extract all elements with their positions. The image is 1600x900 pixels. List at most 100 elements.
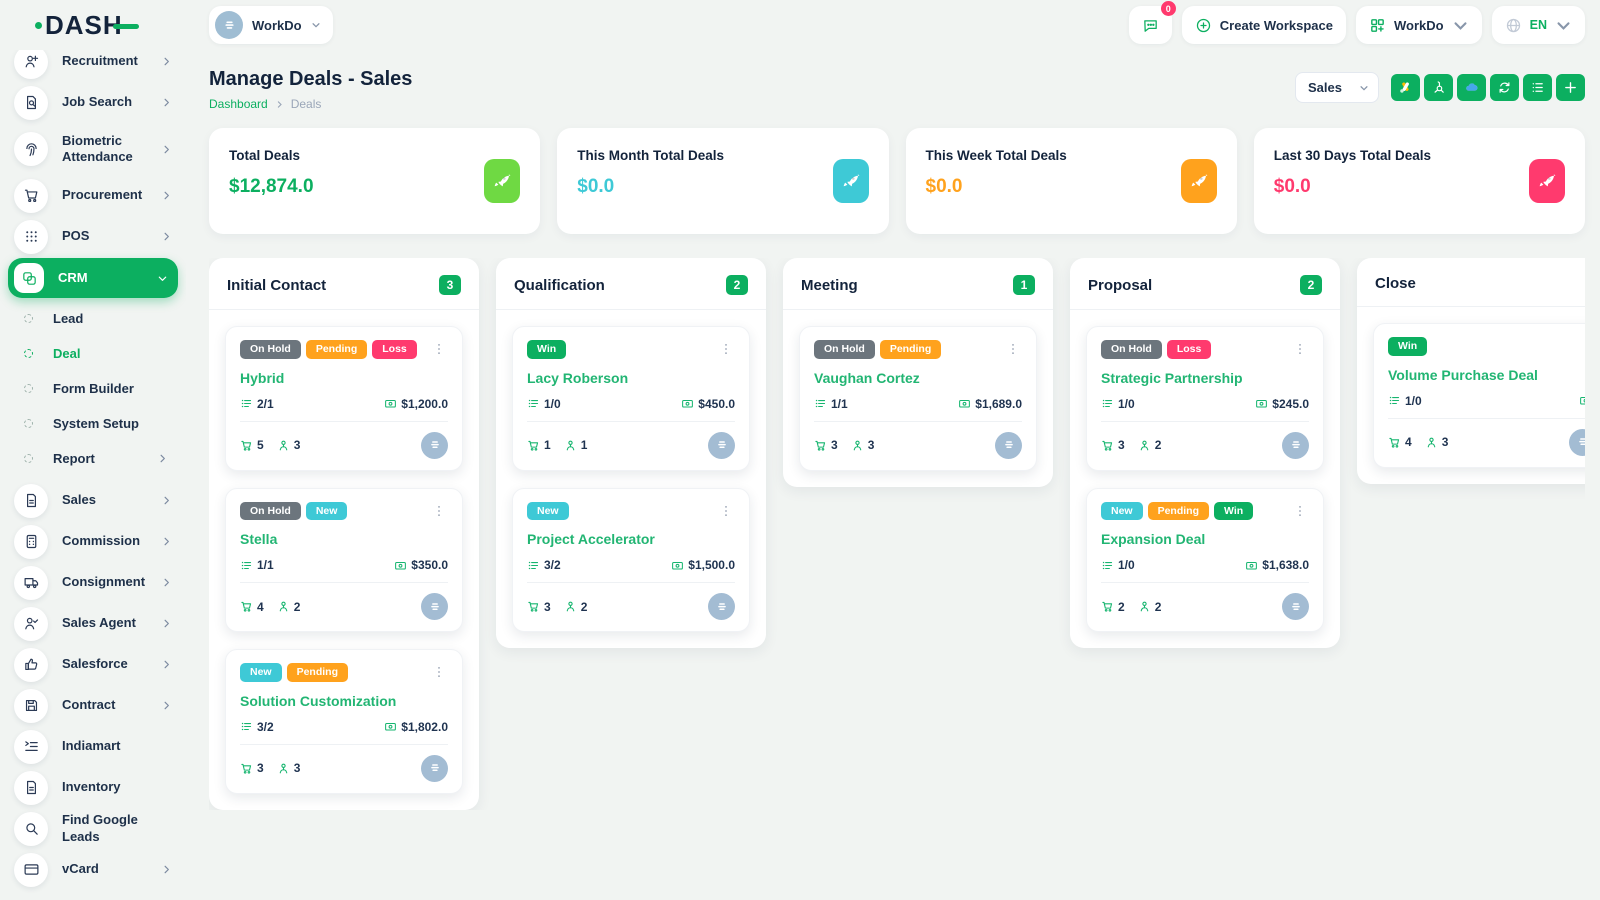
deal-products-value: 4 (257, 599, 264, 614)
sidebar-item-find-google-leads[interactable]: Find Google Leads (10, 808, 176, 849)
deal-menu-button[interactable] (1004, 340, 1022, 358)
refresh-button[interactable] (1490, 74, 1519, 101)
deal-products-value: 3 (257, 761, 264, 775)
sidebar-subitem-label: Form Builder (53, 381, 134, 396)
deal-owner-avatar[interactable] (995, 431, 1022, 459)
thumbs-up-icon (14, 647, 48, 682)
messages-button[interactable]: 0 (1128, 1, 1176, 44)
sidebar-subitem-form-builder[interactable]: Form Builder (10, 371, 176, 406)
deal-users: 2 (1138, 600, 1161, 614)
sidebar-item-pos[interactable]: POS (10, 216, 176, 257)
deal-title[interactable]: Project Accelerator (527, 531, 655, 547)
deal-title[interactable]: Solution Customization (240, 692, 397, 709)
deal-card[interactable]: On Hold Loss Strategic Partnership 1/0 $245.… (1086, 326, 1324, 471)
deal-card[interactable]: On Hold Pending Loss Hybrid 2/1 $1,200.0 5 3 (225, 326, 463, 471)
sidebar-item-inventory[interactable]: Inventory (10, 767, 176, 808)
deal-card[interactable]: New Pending Win Expansion Deal 1/0 $1,638.0 2 2 (1086, 487, 1324, 632)
products-icon (240, 439, 253, 452)
deal-owner-avatar[interactable] (421, 593, 448, 620)
deal-badges-row: On Hold New (240, 501, 448, 520)
onedrive-button[interactable] (1457, 74, 1486, 101)
deal-menu-button[interactable] (1291, 340, 1309, 358)
deal-users-value: 3 (1441, 435, 1449, 449)
sidebar-item-procurement[interactable]: Procurement (10, 175, 176, 216)
list-button[interactable] (1523, 74, 1552, 101)
deal-title[interactable]: Lacy Roberson (527, 369, 629, 386)
deal-users-value: 3 (867, 438, 875, 452)
sidebar-item-vcard[interactable]: vCard (10, 849, 176, 890)
workspace-menu-button[interactable]: WorkDo (1356, 6, 1482, 44)
plus-button[interactable] (1556, 74, 1585, 101)
sidebar-subitem-report[interactable]: Report (10, 441, 176, 476)
deal-owner-avatar[interactable] (1282, 431, 1309, 459)
create-workspace-button[interactable]: Create Workspace (1181, 6, 1347, 44)
stat-icon-box[interactable] (1529, 159, 1565, 203)
deal-owner-avatar[interactable] (708, 431, 735, 459)
deal-menu-button[interactable] (430, 663, 448, 681)
sidebar-subitem-label: Lead (53, 311, 84, 326)
user-check-icon (14, 606, 48, 641)
sidebar-subitem-deal[interactable]: Deal (10, 336, 176, 371)
deal-owner-avatar[interactable] (708, 593, 735, 620)
google-ads-button[interactable] (1391, 74, 1420, 101)
pipeline-select[interactable]: Sales (1295, 72, 1379, 103)
breadcrumb: Dashboard Deals (209, 97, 412, 111)
sidebar-item-label: Indiamart (62, 738, 121, 754)
deal-title[interactable]: Stella (240, 531, 278, 547)
deal-title[interactable]: Expansion Deal (1101, 531, 1206, 547)
sidebar-item-consignment[interactable]: Consignment (10, 562, 176, 603)
deal-card[interactable]: New Pending Solution Customization 3/2 $1,80… (225, 649, 463, 794)
sidebar-item-biometric-attendance[interactable]: Biometric Attendance (10, 123, 176, 175)
deal-card[interactable]: New Project Accelerator 3/2 $1,500.0 3 2 (512, 487, 750, 632)
deal-card[interactable]: On Hold New Stella 1/1 $350.0 4 2 (225, 487, 463, 632)
kanban-column-title: Close (1375, 275, 1416, 292)
sidebar-item-crm[interactable]: CRM (8, 258, 178, 298)
deal-badges-row: On Hold Pending Loss (240, 340, 448, 359)
chevron-right-icon (161, 495, 172, 506)
sidebar-item-sales-agent[interactable]: Sales Agent (10, 603, 176, 644)
stat-icon-box[interactable] (484, 159, 521, 203)
language-button[interactable]: EN (1491, 6, 1585, 44)
deal-card[interactable]: Win Volume Purchase Deal 1/0 4 3 (1373, 323, 1585, 468)
deal-owner-avatar[interactable] (421, 431, 448, 459)
sidebar-subitem-system-setup[interactable]: System Setup (10, 406, 176, 441)
stat-icon-box[interactable] (1180, 159, 1217, 203)
sidebar-item-indiamart[interactable]: Indiamart (10, 726, 176, 767)
sidebar-item-recruitment[interactable]: Recruitment (10, 41, 176, 82)
status-badge: On Hold (1101, 340, 1162, 359)
deal-menu-button[interactable] (430, 502, 448, 520)
breadcrumb-dashboard-link[interactable]: Dashboard (209, 97, 268, 111)
deal-amount-value: $450.0 (698, 396, 735, 411)
deal-menu-button[interactable] (430, 340, 448, 358)
sidebar-item-sales[interactable]: Sales (10, 480, 176, 521)
kanban-column-header: Proposal 2 (1070, 258, 1340, 310)
workspace-pill[interactable]: WorkDo (209, 6, 333, 44)
deal-title[interactable]: Hybrid (240, 369, 285, 386)
deal-card[interactable]: Win Lacy Roberson 1/0 $450.0 1 1 (512, 326, 750, 471)
deal-title[interactable]: Vaughan Cortez (814, 369, 920, 386)
tasks-icon (1388, 394, 1401, 407)
sidebar-item-contract[interactable]: Contract (10, 685, 176, 726)
deal-menu-button[interactable] (1578, 337, 1585, 355)
stat-icon-box[interactable] (832, 159, 869, 203)
deal-owner-avatar[interactable] (1569, 428, 1585, 456)
deal-owner-avatar[interactable] (1282, 593, 1309, 620)
deal-title[interactable]: Strategic Partnership (1101, 369, 1243, 386)
brand-logo-text: DASH (35, 10, 139, 40)
sidebar-subitem-lead[interactable]: Lead (10, 301, 176, 336)
deal-menu-button[interactable] (717, 340, 735, 358)
deal-title[interactable]: Volume Purchase Deal (1388, 366, 1538, 383)
deal-owner-avatar[interactable] (421, 754, 448, 782)
hubspot-button[interactable] (1424, 74, 1453, 101)
sidebar-item-salesforce[interactable]: Salesforce (10, 644, 176, 685)
deal-menu-button[interactable] (717, 502, 735, 520)
stat-label: Total Deals (229, 148, 301, 163)
deal-amount: $1,200.0 (384, 397, 448, 411)
sidebar-item-commission[interactable]: Commission (10, 521, 176, 562)
deal-card[interactable]: On Hold Pending Vaughan Cortez 1/1 $1,689.0 3… (799, 326, 1037, 471)
deal-menu-button[interactable] (1291, 502, 1309, 520)
sidebar-item-job-search[interactable]: Job Search (10, 82, 176, 123)
deal-users-value: 1 (580, 438, 588, 452)
deal-products: 4 (240, 600, 264, 614)
brand-logo[interactable]: DASH (0, 0, 186, 50)
